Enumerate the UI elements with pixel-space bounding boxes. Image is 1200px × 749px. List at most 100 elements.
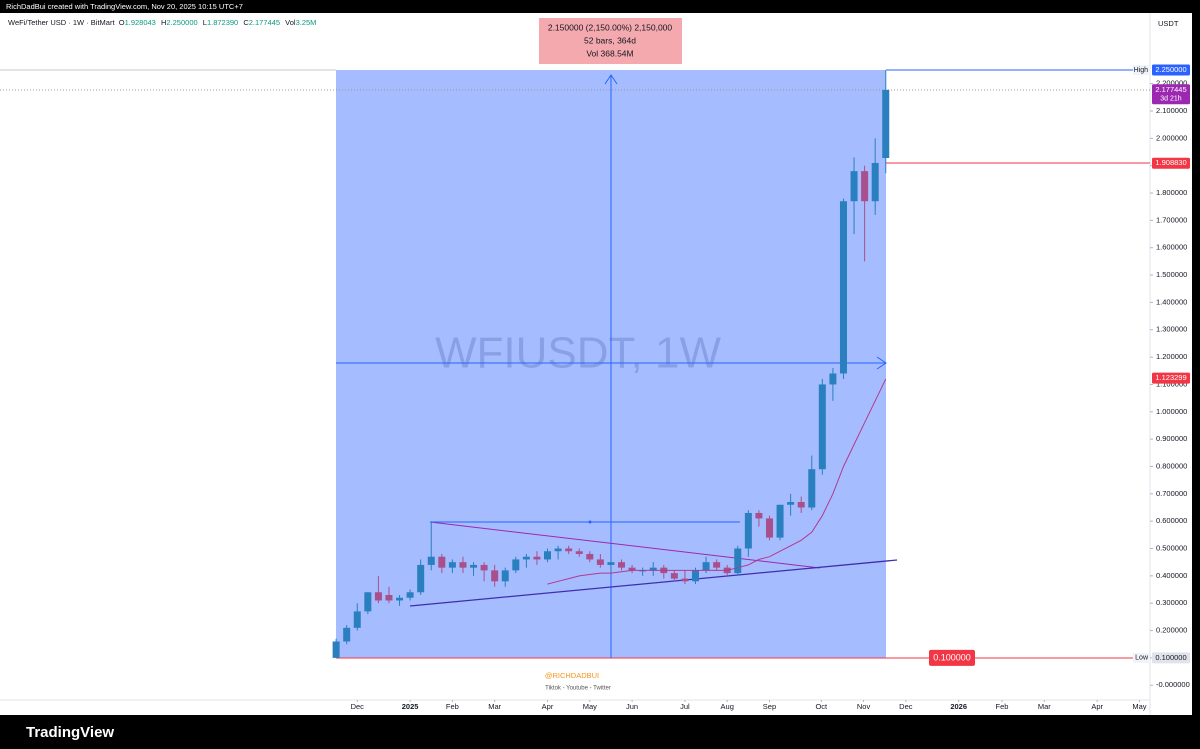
candle-body xyxy=(565,548,573,552)
x-tick-label: May xyxy=(583,702,597,711)
candle-body xyxy=(575,551,583,554)
candle-body xyxy=(744,512,752,549)
watermark: WFIUSDT, 1W xyxy=(435,329,721,378)
tag-bg xyxy=(1133,652,1150,663)
x-tick-label: Feb xyxy=(996,702,1009,711)
candle-body xyxy=(734,548,742,574)
ohlc-key: H xyxy=(160,18,167,27)
moving-average xyxy=(547,378,887,585)
y-tick-label: 1.800000 xyxy=(1156,188,1187,197)
candle-body xyxy=(755,512,763,519)
y-tick-label: 0.800000 xyxy=(1156,461,1187,470)
measure-text: 52 bars, 364d xyxy=(584,35,636,45)
x-tick-label: Feb xyxy=(446,702,459,711)
y-tick-label: 1.000000 xyxy=(1156,407,1187,416)
candle-body xyxy=(491,570,499,582)
price-badge xyxy=(1152,64,1190,76)
candle-body xyxy=(438,556,446,568)
y-tick-label: 2.100000 xyxy=(1156,106,1187,115)
candle-body xyxy=(343,627,351,642)
candle-body xyxy=(818,384,826,470)
price-badge-label: 1.908830 xyxy=(1155,158,1186,167)
candle-body xyxy=(670,573,678,579)
candle-body xyxy=(332,641,340,658)
candle-body xyxy=(797,502,805,508)
candle-body xyxy=(861,171,869,202)
x-tick-label: May xyxy=(1132,702,1146,711)
x-tick-label: 2026 xyxy=(950,702,967,711)
candle-body xyxy=(554,548,562,552)
x-tick-label: Jun xyxy=(626,702,638,711)
candle-body xyxy=(448,562,456,568)
price-badge-label: 2.177445 xyxy=(1155,85,1186,94)
candle-body xyxy=(618,562,626,568)
price-badge xyxy=(1152,84,1190,105)
y-tick-label: 0.700000 xyxy=(1156,489,1187,498)
ohlc-value: 1.928043 xyxy=(124,18,156,27)
ohlc-key: Vol xyxy=(285,18,296,27)
candle-body xyxy=(470,564,478,568)
measure-box xyxy=(539,18,682,64)
candle-body xyxy=(787,502,795,505)
candle-body xyxy=(364,592,372,612)
price-tag: High xyxy=(1134,67,1149,74)
footer-bar: TradingView xyxy=(0,715,1200,749)
candle-body xyxy=(406,592,414,598)
x-tick-label: Nov xyxy=(857,702,871,711)
x-tick-label: Dec xyxy=(351,702,365,711)
y-tick-label: 1.200000 xyxy=(1156,352,1187,361)
candle-body xyxy=(596,559,604,565)
signature-links: Tiktok - Youtube - Twitter xyxy=(545,686,611,692)
candle-body xyxy=(512,559,520,571)
x-tick-label: 2025 xyxy=(402,702,419,711)
candle-body xyxy=(808,469,816,508)
measure-text: Vol 368.54M xyxy=(586,48,633,58)
line-handle xyxy=(588,520,592,524)
candle-body xyxy=(628,567,636,571)
y-tick-label: 1.300000 xyxy=(1156,325,1187,334)
y-tick-label: 2.000000 xyxy=(1156,133,1187,142)
y-tick-label: -0.000000 xyxy=(1156,680,1190,689)
price-badge-label: 2.250000 xyxy=(1155,65,1186,74)
ohlc-value: 3.25M xyxy=(295,18,317,27)
candle-body xyxy=(480,564,488,571)
x-tick-label: Apr xyxy=(542,702,554,711)
price-badge-label: 0.100000 xyxy=(933,652,971,662)
legend: WeFi/Tether USD · 1W · BitMart O1.928043… xyxy=(8,18,319,27)
y-tick-label: 1.500000 xyxy=(1156,270,1187,279)
x-tick-label: Apr xyxy=(1091,702,1103,711)
symbol: WeFi/Tether USD · 1W · BitMart xyxy=(8,18,115,27)
trend-line xyxy=(409,559,898,607)
ohlc-key: L xyxy=(202,18,207,27)
price-badge-label: 0.100000 xyxy=(1155,653,1186,662)
tag-bg xyxy=(1133,64,1150,75)
x-tick-label: Sep xyxy=(763,702,776,711)
measure-text: 2.150000 (2,150.00%) 2,150,000 xyxy=(548,22,673,32)
y-tick-label: 1.600000 xyxy=(1156,243,1187,252)
ohlc-value: 1.872390 xyxy=(206,18,239,27)
ohlc-value: 2.250000 xyxy=(166,18,198,27)
y-tick-label: 0.200000 xyxy=(1156,626,1187,635)
candle-body xyxy=(882,89,890,159)
candle-body xyxy=(649,567,657,571)
y-tick-label: 1.100000 xyxy=(1156,379,1187,388)
candle-body xyxy=(385,594,393,601)
y-tick-label: 0.900000 xyxy=(1156,434,1187,443)
candle-body xyxy=(691,570,699,582)
candle-body xyxy=(374,592,382,601)
candle-body xyxy=(396,597,404,601)
x-tick-label: Oct xyxy=(815,702,828,711)
y-tick-label: 0.400000 xyxy=(1156,571,1187,580)
candle-body xyxy=(871,162,879,202)
y-tick-label: 2.200000 xyxy=(1156,79,1187,88)
candle-body xyxy=(586,553,594,560)
y-tick-label: 0.600000 xyxy=(1156,516,1187,525)
trend-line xyxy=(429,521,821,569)
y-tick-label: 0.500000 xyxy=(1156,543,1187,552)
x-tick-label: Mar xyxy=(1038,702,1051,711)
candle-body xyxy=(544,551,552,560)
candle-body xyxy=(459,562,467,568)
candle-body xyxy=(776,504,784,538)
